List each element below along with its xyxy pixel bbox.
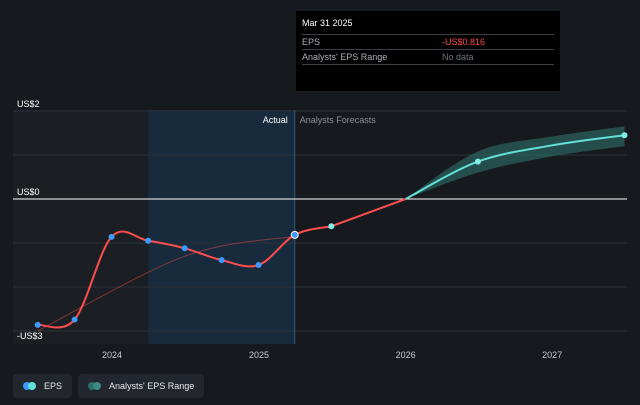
forecast-point[interactable] [474,158,481,165]
tooltip-eps-key: EPS [302,37,321,47]
legend-item-eps[interactable]: EPS [13,374,73,398]
past-shade-region [13,110,149,344]
eps-point[interactable] [290,230,299,239]
tooltip-row-eps: EPS -US$0.816 [302,34,554,49]
legend-eps-label: EPS [44,381,63,391]
y-axis-labels: US$2 US$0 -US$3 [17,99,43,341]
eps-point[interactable] [71,316,78,323]
highlight-range-region [148,110,295,344]
eps-point[interactable] [255,262,262,268]
eps-legend-icon [23,382,36,390]
legend-item-range[interactable]: Analysts' EPS Range [78,374,205,398]
tooltip-range-value: No data [442,52,474,62]
x-tick-label: 2024 [102,350,122,360]
eps-point[interactable] [108,233,115,240]
x-tick-label: 2026 [396,350,416,360]
eps-points [34,223,335,328]
tooltip-row-range: Analysts' EPS Range No data [302,49,554,65]
eps-point[interactable] [181,245,188,252]
analysts-eps-range-band [405,126,625,199]
eps-point[interactable] [34,321,41,328]
x-axis-labels: 2024 2025 2026 2027 [102,350,562,360]
legend: EPS Analysts' EPS Range [13,374,205,398]
eps-forecast-line [405,134,625,200]
tooltip: Mar 31 2025 EPS -US$0.816 Analysts' EPS … [296,11,560,91]
tooltip-range-key: Analysts' EPS Range [302,52,388,62]
range-legend-icon [88,382,102,390]
region-label-actual: Actual [263,115,288,125]
eps-point[interactable] [328,223,335,230]
x-tick-label: 2027 [542,350,562,360]
legend-range-label: Analysts' EPS Range [109,381,195,391]
eps-point[interactable] [145,237,152,244]
eps-point[interactable] [218,257,225,264]
tooltip-date: Mar 31 2025 [302,18,353,28]
forecast-points [474,132,628,165]
y-tick-label: -US$3 [17,331,43,341]
gridlines [13,110,627,332]
region-label-forecast: Analysts Forecasts [300,115,377,125]
eps-forecast-negative-line [330,198,406,228]
forecast-end-point[interactable] [621,132,628,139]
trend-line [37,235,295,332]
x-tick-label: 2025 [249,350,269,360]
y-tick-label: US$0 [17,187,40,197]
tooltip-eps-value: -US$0.816 [442,37,486,47]
y-tick-label: US$2 [17,99,40,109]
